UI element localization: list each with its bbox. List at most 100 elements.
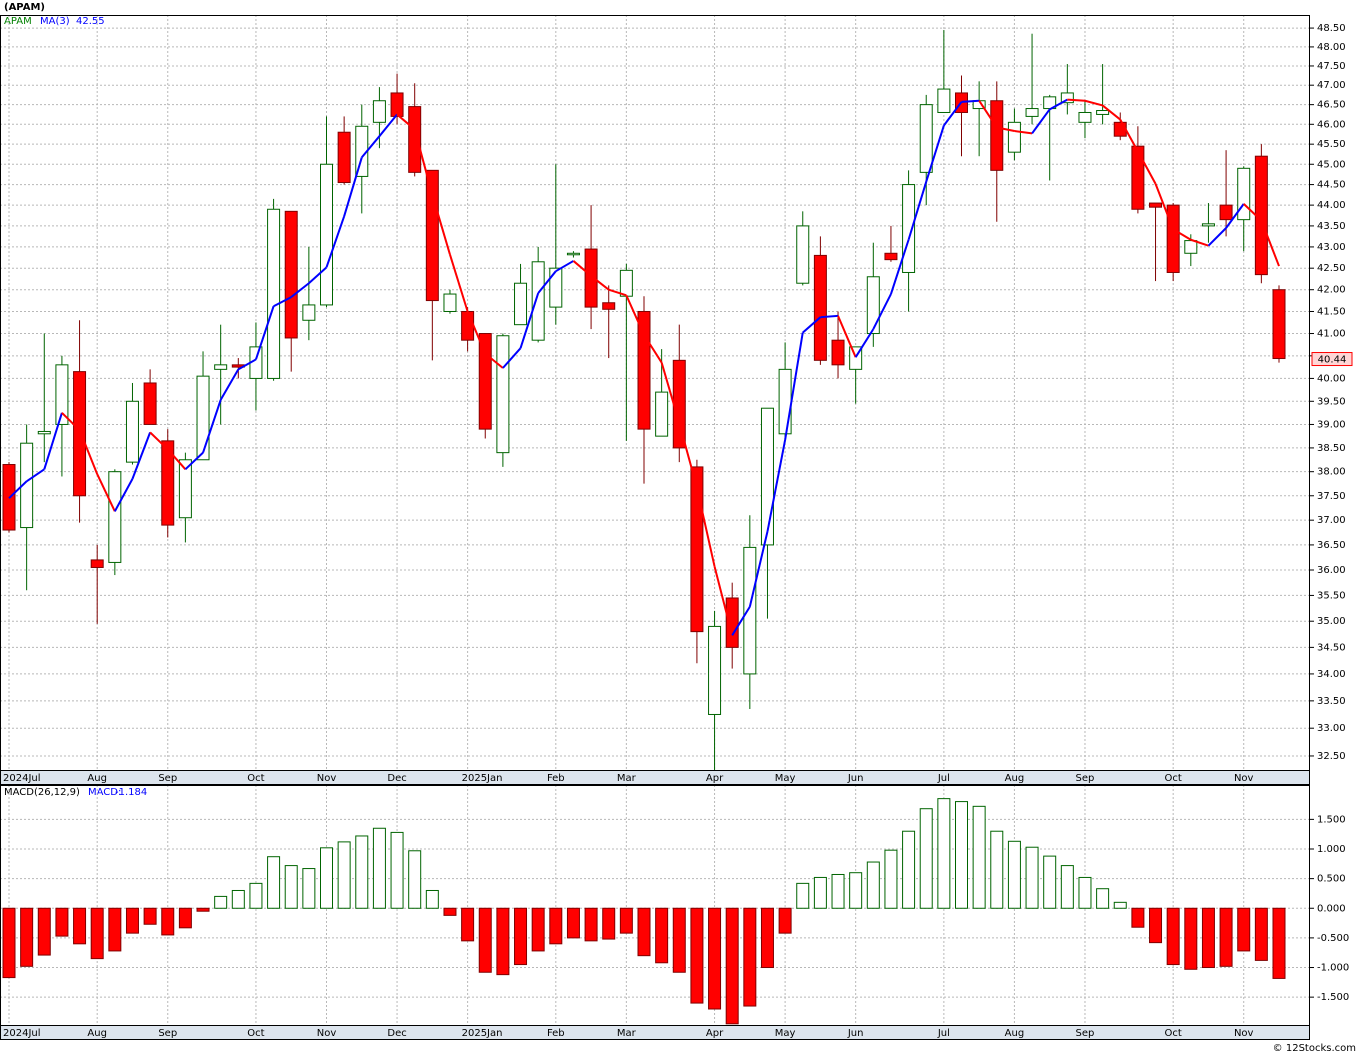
macd-bar bbox=[866, 861, 880, 909]
candle-body bbox=[1201, 223, 1215, 227]
ma-line bbox=[1101, 104, 1121, 121]
ma-line bbox=[1154, 183, 1175, 230]
macd-bar bbox=[813, 876, 827, 909]
y-tick-label: 37.50 bbox=[1317, 491, 1346, 502]
candle-body bbox=[813, 254, 827, 361]
x-tick-label: Feb bbox=[547, 1028, 565, 1039]
ma-line bbox=[78, 429, 99, 475]
candle-body bbox=[778, 368, 792, 435]
candle-body bbox=[743, 546, 757, 675]
macd-bar bbox=[1184, 907, 1198, 970]
x-tick-label: Oct bbox=[247, 773, 264, 784]
macd-bar bbox=[337, 841, 351, 909]
candle-body bbox=[919, 104, 933, 173]
x-tick-label: Jul bbox=[937, 773, 950, 784]
x-tick-label: May bbox=[775, 773, 796, 784]
y-tick-label: 35.50 bbox=[1317, 590, 1346, 601]
x-tick-label: Jun bbox=[847, 1028, 864, 1039]
ma-line bbox=[643, 334, 663, 364]
ma-line bbox=[907, 181, 928, 241]
ma-line bbox=[396, 113, 416, 131]
ma-line bbox=[290, 282, 310, 298]
date-band bbox=[0, 770, 1310, 785]
ma-line bbox=[978, 100, 998, 129]
y-tick-label: 0.500 bbox=[1317, 874, 1346, 885]
ma-line bbox=[820, 314, 839, 319]
ma-line bbox=[8, 480, 28, 499]
candle-body bbox=[1060, 92, 1074, 104]
macd-bar bbox=[1096, 888, 1110, 909]
macd-bar bbox=[760, 907, 774, 969]
y-tick-label: 45.00 bbox=[1317, 159, 1346, 170]
x-tick-label: 2025Jan bbox=[462, 773, 503, 784]
ma-line bbox=[889, 239, 910, 295]
ma-line bbox=[1067, 98, 1086, 102]
x-tick-label: 2025Jan bbox=[462, 1028, 503, 1039]
macd-bar bbox=[355, 835, 369, 909]
macd-bar bbox=[619, 907, 633, 934]
x-tick-label: Sep bbox=[1076, 1028, 1095, 1039]
macd-bar bbox=[249, 882, 263, 909]
macd-bar bbox=[1254, 907, 1268, 961]
macd-bar bbox=[461, 907, 475, 942]
macd-bar bbox=[425, 889, 439, 909]
ma-line bbox=[1225, 203, 1245, 229]
macd-bar bbox=[672, 907, 686, 973]
ma-line bbox=[854, 328, 875, 358]
x-tick-label: Aug bbox=[1005, 773, 1025, 784]
macd-bar bbox=[2, 907, 16, 979]
candle-body bbox=[584, 248, 598, 308]
ma-line bbox=[466, 311, 487, 354]
x-tick-label: Oct bbox=[1165, 1028, 1182, 1039]
macd-bar bbox=[320, 847, 333, 909]
candle-body bbox=[655, 391, 669, 437]
candle-body bbox=[725, 597, 739, 648]
macd-bar bbox=[478, 907, 492, 973]
macd-bar bbox=[408, 850, 422, 909]
date-band bbox=[0, 1025, 1310, 1040]
macd-bar bbox=[196, 907, 210, 912]
candle-body bbox=[337, 131, 351, 184]
macd-bar bbox=[108, 907, 122, 952]
macd-bar bbox=[1272, 907, 1286, 979]
candle-body bbox=[1007, 121, 1021, 153]
ma-line bbox=[713, 566, 734, 636]
price-tag: 40.44 bbox=[1318, 355, 1347, 366]
ma-line bbox=[1084, 99, 1103, 107]
band-border bbox=[0, 1025, 1310, 1040]
macd-bar bbox=[708, 907, 722, 1010]
ma-line bbox=[872, 293, 892, 330]
x-tick-label: Dec bbox=[387, 773, 406, 784]
candle-body bbox=[37, 430, 51, 435]
candle-body bbox=[566, 252, 580, 256]
ma-line bbox=[1243, 203, 1263, 222]
y-tick-label: 38.50 bbox=[1317, 443, 1346, 454]
y-tick-label: -0.500 bbox=[1317, 933, 1349, 944]
candle-body bbox=[90, 559, 104, 568]
ma-line bbox=[678, 422, 698, 488]
ma-line bbox=[1137, 150, 1157, 185]
candle-body bbox=[443, 293, 457, 312]
candle-body bbox=[637, 310, 651, 430]
y-tick-label: 41.00 bbox=[1317, 329, 1346, 340]
ma-line bbox=[502, 347, 522, 369]
candle-body bbox=[937, 88, 951, 113]
macd-bar bbox=[1149, 907, 1163, 944]
x-tick-label: Aug bbox=[87, 1028, 107, 1039]
ma-line bbox=[184, 451, 204, 471]
candle-body bbox=[478, 333, 492, 430]
x-tick-label: May bbox=[775, 1028, 796, 1039]
x-tick-label: Oct bbox=[1165, 773, 1182, 784]
candle-body bbox=[1166, 204, 1180, 273]
macd-bar bbox=[178, 907, 192, 929]
candle-body bbox=[1096, 110, 1110, 115]
candle-body bbox=[884, 252, 898, 261]
macd-bar bbox=[690, 907, 704, 1004]
macd-bar bbox=[390, 831, 404, 909]
macd-bar bbox=[1113, 901, 1127, 909]
ma-line bbox=[431, 194, 451, 255]
macd-bar bbox=[125, 907, 139, 934]
macd-bar bbox=[584, 907, 598, 942]
y-tick-label: 47.00 bbox=[1317, 80, 1346, 91]
